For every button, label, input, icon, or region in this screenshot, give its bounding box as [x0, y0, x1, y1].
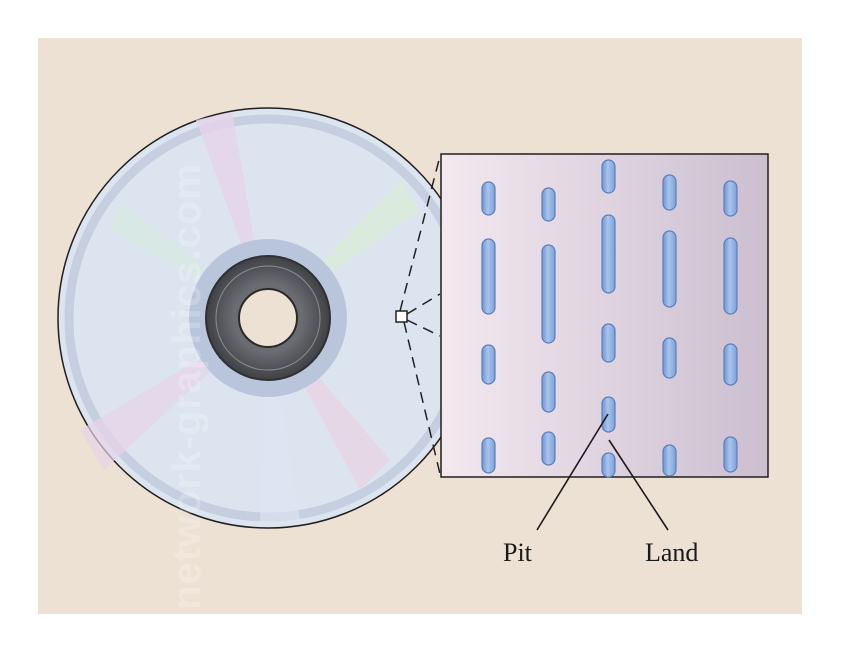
- land-label: Land: [645, 538, 698, 567]
- pit: [541, 187, 556, 222]
- label-leaders: [536, 413, 669, 531]
- center-hole: [238, 288, 298, 348]
- pit: [481, 181, 496, 216]
- pit: [601, 159, 616, 194]
- pit: [541, 431, 556, 466]
- pit: [723, 436, 738, 473]
- pit: [481, 344, 496, 385]
- pit: [662, 444, 677, 477]
- pit: [481, 238, 496, 315]
- pit: [723, 237, 738, 315]
- pit: [481, 437, 496, 474]
- pit: [541, 371, 556, 413]
- pit: [662, 337, 677, 379]
- pit-track: [481, 159, 738, 478]
- pit: [601, 323, 616, 363]
- compact-disc: [57, 107, 479, 529]
- pit: [723, 180, 738, 217]
- pit-label: Pit: [503, 538, 533, 567]
- magnify-lines: [399, 155, 441, 475]
- pit: [601, 452, 616, 478]
- pit-leader-line: [536, 413, 609, 531]
- magnify-marker: [395, 310, 408, 323]
- pit: [662, 174, 677, 211]
- pit: [601, 214, 616, 294]
- pit: [723, 343, 738, 386]
- watermark-text: network-graphics.com: [165, 163, 209, 610]
- pit: [541, 244, 556, 344]
- land-leader-line: [608, 439, 669, 531]
- pit: [662, 230, 677, 308]
